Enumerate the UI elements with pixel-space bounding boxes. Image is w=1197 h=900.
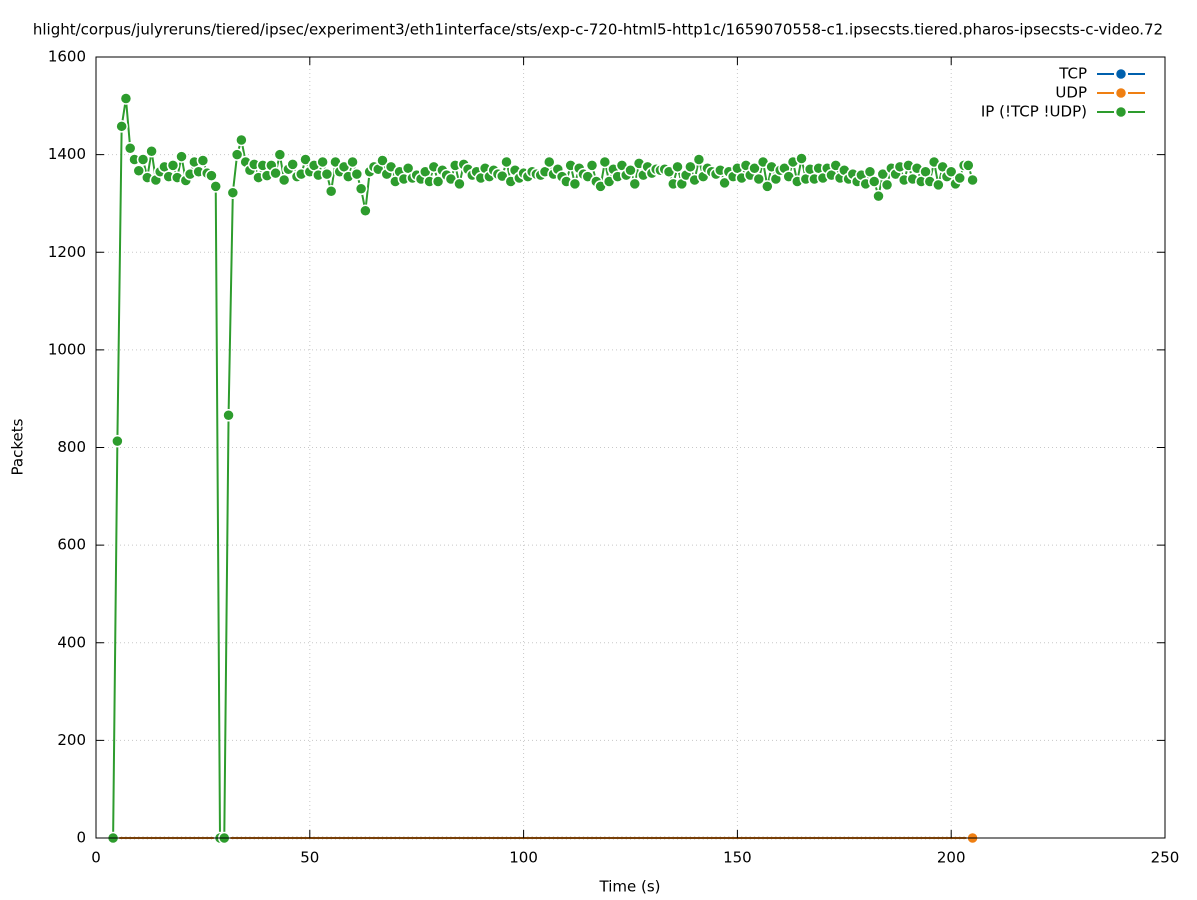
- y-tick-label: 1200: [48, 243, 86, 261]
- data-point: [761, 180, 774, 193]
- data-point: [222, 409, 235, 422]
- data-point: [431, 175, 445, 188]
- data-point: [346, 155, 359, 169]
- y-axis-label: Packets: [9, 418, 27, 475]
- data-point: [359, 204, 372, 218]
- data-point: [277, 173, 291, 187]
- data-point: [175, 150, 188, 163]
- data-point: [166, 159, 180, 172]
- data-point: [752, 172, 766, 186]
- data-point: [932, 178, 945, 192]
- data-point: [867, 175, 881, 188]
- data-point: [196, 154, 210, 167]
- data-point: [299, 153, 312, 166]
- data-point: [324, 184, 338, 198]
- x-tick-label: 0: [91, 849, 101, 867]
- data-point: [316, 155, 329, 169]
- data-point: [119, 92, 133, 105]
- data-point: [944, 165, 958, 178]
- data-point: [692, 153, 706, 166]
- data-point: [209, 180, 222, 193]
- data-point: [132, 164, 146, 177]
- data-point: [543, 155, 556, 169]
- y-tick-label: 1000: [48, 340, 86, 358]
- data-point: [376, 154, 389, 167]
- data-point: [145, 144, 158, 158]
- legend-label: IP (!TCP !UDP): [981, 103, 1087, 121]
- y-tick-label: 0: [76, 829, 86, 847]
- data-point: [684, 160, 697, 174]
- x-tick-label: 100: [509, 849, 538, 867]
- data-point: [123, 142, 137, 155]
- data-point: [872, 189, 885, 203]
- legend-marker: [1114, 105, 1128, 119]
- y-tick-label: 1600: [48, 48, 86, 66]
- data-point: [273, 148, 287, 161]
- y-tick-label: 200: [57, 731, 86, 749]
- data-point: [568, 177, 582, 191]
- data-point: [136, 153, 150, 166]
- data-point: [718, 176, 731, 190]
- data-point: [962, 159, 975, 172]
- x-axis-label: Time (s): [599, 878, 661, 896]
- data-point: [354, 182, 368, 196]
- data-point: [748, 162, 761, 175]
- x-tick-label: 250: [1151, 849, 1180, 867]
- y-tick-label: 800: [57, 438, 86, 456]
- data-point: [598, 155, 612, 169]
- y-tick-label: 1400: [48, 145, 86, 163]
- data-point: [953, 171, 967, 185]
- legend-marker: [1114, 86, 1128, 100]
- data-point: [230, 148, 244, 161]
- data-point: [269, 166, 282, 180]
- data-point: [286, 158, 299, 171]
- legend-label: UDP: [1055, 84, 1087, 102]
- data-point: [350, 167, 364, 181]
- data-point: [235, 133, 248, 147]
- legend-label: TCP: [1058, 65, 1087, 83]
- data-point: [966, 173, 979, 187]
- chart-title: hlight/corpus/julyreruns/tiered/ipsec/ex…: [33, 21, 1163, 39]
- data-point: [453, 177, 466, 191]
- x-tick-label: 150: [723, 849, 752, 867]
- data-point: [795, 152, 808, 165]
- x-tick-label: 200: [937, 849, 966, 867]
- data-point: [628, 177, 642, 191]
- data-point: [624, 163, 637, 177]
- data-point: [111, 434, 124, 448]
- y-tick-label: 400: [57, 633, 86, 651]
- legend-marker: [1114, 67, 1128, 81]
- data-point: [226, 186, 240, 199]
- data-point: [880, 178, 894, 192]
- data-point: [671, 160, 684, 174]
- data-point: [205, 169, 218, 182]
- data-point: [585, 159, 599, 172]
- data-point: [500, 155, 513, 169]
- data-point: [115, 120, 128, 133]
- y-tick-label: 600: [57, 536, 86, 554]
- data-point: [876, 167, 890, 181]
- x-tick-label: 50: [300, 849, 319, 867]
- data-point: [320, 167, 334, 181]
